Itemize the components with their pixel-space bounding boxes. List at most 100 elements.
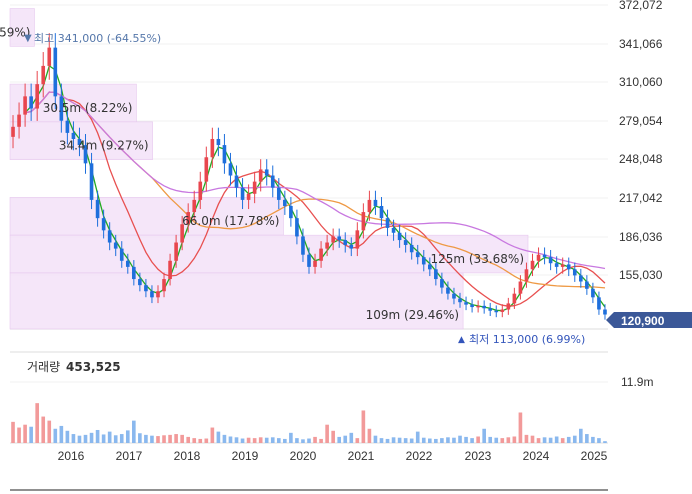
volume-bar bbox=[264, 437, 269, 443]
candle-body bbox=[222, 145, 227, 164]
volume-bar bbox=[65, 430, 70, 443]
volume-bar bbox=[464, 436, 468, 443]
candle-body bbox=[385, 218, 390, 228]
volume-bar bbox=[228, 436, 233, 443]
price-tick: 341,066 bbox=[619, 37, 663, 51]
volume-bar bbox=[597, 438, 601, 443]
volume-bar bbox=[548, 437, 553, 443]
volume-bar bbox=[476, 436, 480, 443]
volume-bar bbox=[138, 433, 142, 443]
candle-body bbox=[168, 260, 172, 280]
volume-bar bbox=[11, 421, 15, 443]
candle-body bbox=[198, 181, 203, 200]
volume-bar bbox=[29, 426, 33, 443]
volume-bar bbox=[119, 434, 124, 443]
low-marker: ▲ 최저 113,000 (6.99%) bbox=[458, 333, 585, 346]
candle-body bbox=[452, 293, 456, 299]
candle-body bbox=[132, 266, 136, 280]
volume-bar bbox=[283, 438, 287, 443]
candle-body bbox=[506, 303, 511, 310]
candle-body bbox=[560, 264, 565, 267]
candle-body bbox=[319, 248, 323, 261]
price-tick: 155,030 bbox=[619, 268, 663, 282]
candle-body bbox=[421, 257, 426, 265]
candle-body bbox=[101, 218, 106, 231]
volume-bar bbox=[89, 432, 94, 443]
volume-bar bbox=[53, 428, 58, 443]
volume-caption-label: 거래량 bbox=[27, 360, 60, 374]
candle-body bbox=[258, 169, 263, 182]
candle-body bbox=[113, 242, 118, 249]
candle-body bbox=[536, 254, 541, 261]
volume-bar bbox=[385, 438, 390, 443]
candle-body bbox=[361, 212, 366, 231]
low-marker-label: 최저 113,000 (6.99%) bbox=[469, 333, 585, 346]
candle-body bbox=[240, 187, 245, 200]
volume-bar bbox=[101, 434, 106, 443]
volume-bar bbox=[216, 431, 221, 443]
volume-bar bbox=[168, 434, 172, 443]
volume-bar bbox=[500, 438, 505, 443]
candle-body bbox=[391, 227, 396, 233]
volume-bar bbox=[156, 436, 160, 443]
volume-profile-bars bbox=[9, 8, 529, 330]
candle-body bbox=[295, 218, 299, 237]
volume-bar bbox=[276, 438, 281, 443]
candle-body bbox=[95, 199, 100, 219]
candle-body bbox=[470, 304, 474, 308]
volume-bar bbox=[566, 436, 571, 443]
time-tick: 2023 bbox=[465, 449, 492, 463]
volume-bar bbox=[198, 438, 203, 443]
current-price-label: 120,900 bbox=[621, 314, 665, 328]
volume-profile-label-5: 109m (29.46%) bbox=[366, 308, 460, 322]
volume-grid bbox=[10, 381, 608, 444]
volume-bar bbox=[71, 434, 76, 443]
candle-body bbox=[186, 212, 191, 225]
volume-bar bbox=[458, 435, 462, 443]
volume-bar bbox=[83, 434, 88, 443]
volume-bar bbox=[349, 432, 354, 443]
candle-body bbox=[210, 138, 215, 158]
candlestick-series bbox=[11, 33, 607, 320]
price-tick: 186,036 bbox=[619, 230, 663, 244]
volume-bar bbox=[421, 437, 426, 443]
volume-bar bbox=[113, 435, 118, 443]
volume-bar bbox=[494, 437, 499, 443]
volume-profile-label-0: 5.91m (1.59%) bbox=[0, 25, 30, 39]
candle-body bbox=[591, 288, 595, 298]
volume-bar bbox=[452, 437, 456, 443]
candle-body bbox=[494, 310, 499, 313]
volume-bar bbox=[482, 428, 486, 443]
svg-text:▼: ▼ bbox=[24, 33, 32, 44]
volume-bar bbox=[47, 420, 52, 443]
svg-text:▲: ▲ bbox=[458, 335, 465, 345]
candle-body bbox=[216, 138, 221, 146]
high-marker-label: 최고 341,000 (-64.55%) bbox=[34, 32, 161, 45]
candle-body bbox=[150, 291, 154, 298]
volume-bar bbox=[591, 436, 595, 443]
volume-bar bbox=[150, 435, 154, 443]
volume-bar bbox=[361, 410, 366, 443]
candle-body bbox=[518, 281, 523, 294]
volume-bar bbox=[603, 441, 607, 443]
volume-bar bbox=[554, 436, 559, 443]
candle-body bbox=[464, 302, 468, 305]
volume-bar bbox=[240, 438, 245, 443]
volume-bar bbox=[162, 435, 166, 443]
volume-bar bbox=[427, 438, 432, 443]
volume-bar bbox=[35, 403, 39, 443]
volume-bar bbox=[174, 434, 178, 443]
price-tick: 279,054 bbox=[619, 114, 663, 128]
volume-bar bbox=[204, 438, 209, 443]
candle-body bbox=[355, 230, 360, 249]
price-tick: 372,072 bbox=[619, 0, 663, 12]
volume-bar bbox=[270, 437, 275, 443]
volume-bar bbox=[107, 431, 112, 443]
candle-body bbox=[252, 181, 257, 194]
volume-profile-bar-5 bbox=[9, 272, 464, 330]
volume-bar bbox=[17, 427, 21, 443]
volume-bar bbox=[301, 439, 305, 443]
candle-body bbox=[41, 65, 46, 85]
time-axis: 2016 2017 2018 2019 2020 2021 2022 2023 … bbox=[58, 449, 608, 463]
